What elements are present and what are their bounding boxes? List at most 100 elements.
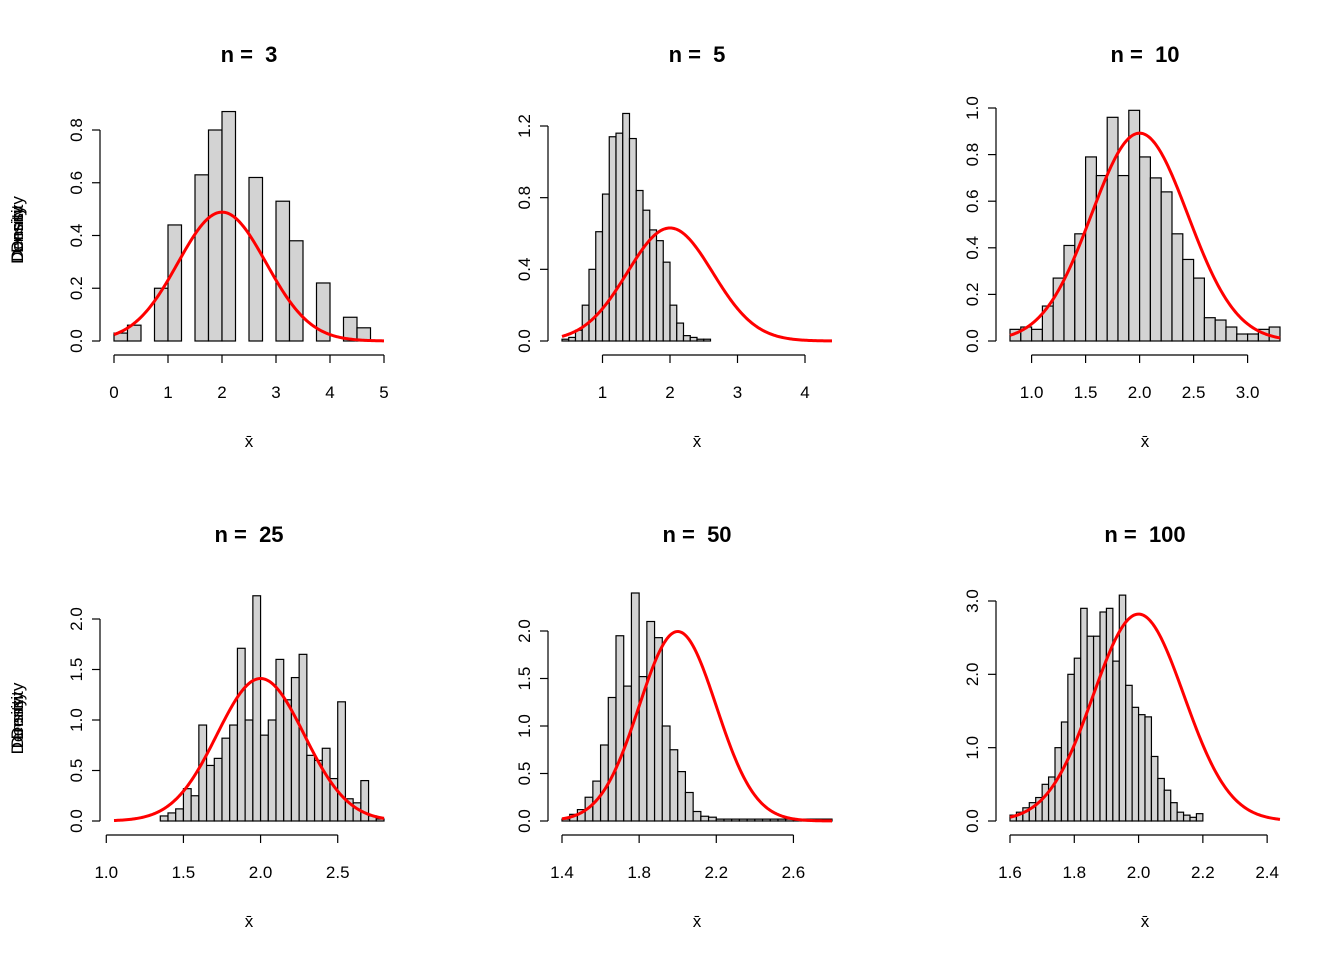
histogram-bar [267, 719, 277, 822]
y-tick-label: 1.0 [515, 714, 534, 738]
x-axis-label: x̄ [693, 912, 702, 931]
x-tick-label: 2.4 [1255, 863, 1279, 882]
x-tick-label: 1.8 [1062, 863, 1086, 882]
histogram-panel: 0.0 0.4 0.8 1.2 1 2 3 4 n = 5 x̄ Density [8, 42, 833, 451]
y-tick-label: 0.2 [963, 283, 982, 307]
histogram-bar [207, 129, 223, 342]
x-tick-label: 2 [665, 383, 674, 402]
y-tick-label: 1.0 [67, 708, 86, 732]
y-tick-label: 0.8 [963, 143, 982, 167]
y-tick-label: 0.4 [67, 224, 86, 248]
x-axis-label: x̄ [1141, 432, 1150, 451]
y-tick-label: 0.0 [963, 809, 982, 833]
histogram-bar [561, 338, 570, 342]
histogram-bar [661, 725, 671, 822]
histogram-bar [198, 724, 208, 822]
histogram-bar [628, 137, 637, 342]
histogram-bar [1137, 714, 1146, 822]
histogram-bar [1086, 635, 1095, 822]
histogram-bar [1041, 783, 1050, 822]
histogram-panel: 0.0 0.2 0.4 0.6 0.8 1.0 1.0 1.5 2.0 2.5 3.0 n = 10 x… [8, 42, 1281, 451]
histogram-bar [655, 240, 664, 342]
histogram-bar [1128, 109, 1141, 342]
x-tick-label: 1.6 [998, 863, 1022, 882]
normal-density-curve [561, 630, 833, 823]
histogram-bar [275, 658, 285, 822]
histogram-bar [290, 676, 300, 822]
y-tick-label: 0.8 [515, 186, 534, 210]
chart-title: n = 50 [662, 522, 731, 547]
chart-title: n = 100 [1104, 522, 1185, 547]
histogram-bar [1138, 156, 1151, 342]
x-axis-label: x̄ [1141, 912, 1150, 931]
normal-density-curve [1009, 131, 1281, 340]
histogram-bar [1131, 706, 1140, 822]
y-tick-label: 2.0 [67, 607, 86, 631]
histogram-panel: 0.0 0.5 1.0 1.5 2.0 1.4 1.8 2.2 2.6 n = 50 x̄ Densi… [8, 522, 833, 931]
histogram-bar [601, 193, 610, 342]
x-tick-label: 0 [109, 383, 118, 402]
histogram-bar [1106, 116, 1119, 342]
histogram-bar [1171, 233, 1184, 342]
histogram-bar [676, 322, 685, 342]
histogram-bar [692, 810, 702, 822]
histogram-bar [1150, 755, 1159, 822]
histogram-bar [1246, 333, 1259, 342]
histogram-bar [723, 818, 733, 822]
histogram-bar [1054, 747, 1063, 822]
histogram-bar [1084, 156, 1097, 342]
histogram-bar [1182, 258, 1195, 342]
histogram-bar [1149, 177, 1162, 342]
y-axis-label: Density [8, 207, 27, 264]
x-tick-label: 1 [163, 383, 172, 402]
histogram-bar [777, 818, 787, 822]
chart-title: n = 5 [669, 42, 726, 67]
histogram-bar [649, 229, 658, 342]
histogram-bar [1030, 328, 1043, 342]
histogram-bar [1203, 317, 1216, 342]
x-tick-label: 2.5 [326, 863, 350, 882]
histogram-bar [288, 240, 304, 342]
histogram-bar [221, 110, 237, 342]
histogram-bar [1236, 333, 1249, 342]
histogram-bar [689, 336, 698, 342]
y-tick-label: 0.4 [963, 236, 982, 260]
histogram-bar [1195, 813, 1204, 822]
x-tick-label: 1.5 [172, 863, 196, 882]
histogram-bar [259, 734, 269, 822]
y-tick-label: 0.5 [67, 759, 86, 783]
histogram-bar [283, 699, 293, 822]
histogram-bar [306, 754, 316, 822]
histogram-bar [321, 747, 331, 822]
histogram-bar [669, 304, 678, 342]
histogram-bar [682, 335, 691, 342]
histogram-bar [182, 788, 192, 822]
x-tick-label: 1 [598, 383, 607, 402]
x-tick-label: 2.2 [704, 863, 728, 882]
histogram-bar [754, 818, 764, 822]
histogram-bar [1125, 684, 1133, 822]
histogram-panel: 0.0 0.5 1.0 1.5 2.0 1.0 1.5 2.0 2.5 n = 25 x̄ Densi… [8, 522, 385, 931]
histogram-bar [635, 189, 644, 342]
histogram-bar [608, 136, 617, 342]
normal-density-curve [1009, 612, 1281, 821]
y-tick-label: 0.6 [963, 189, 982, 213]
y-tick-label: 0.4 [515, 258, 534, 282]
histogram-bar [1163, 789, 1172, 822]
histogram-bar [677, 770, 687, 822]
histogram-bar [167, 812, 177, 822]
histogram-bar [1099, 611, 1108, 822]
histogram-panel: 0.0 0.2 0.4 0.6 0.8 0 1 2 3 4 5 n = 3 x̄ Density [8, 42, 389, 451]
normal-density-curve [113, 677, 385, 822]
histogram-bar [696, 338, 705, 342]
x-tick-label: 2.0 [1128, 383, 1152, 402]
y-axis-label: Density [8, 196, 27, 253]
histogram-bar [1117, 174, 1130, 342]
y-tick-label: 0.0 [515, 329, 534, 353]
y-tick-label: 0.6 [67, 171, 86, 195]
x-tick-label: 4 [325, 383, 334, 402]
y-tick-label: 0.0 [67, 329, 86, 353]
x-tick-label: 1.8 [627, 863, 651, 882]
x-tick-label: 1.0 [94, 863, 118, 882]
